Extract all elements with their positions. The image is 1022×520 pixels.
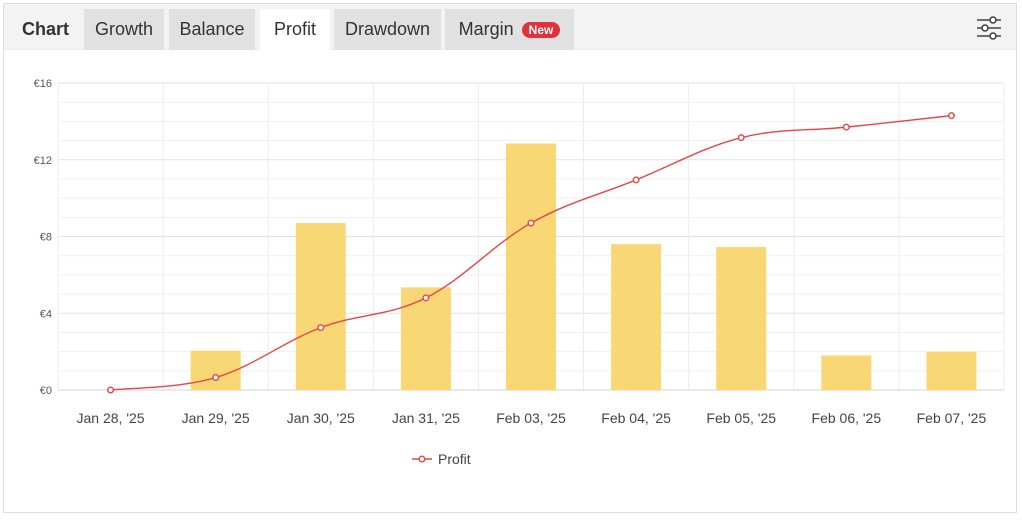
profit-point: [842, 123, 850, 131]
profit-bar: [926, 351, 977, 390]
x-tick-label: Feb 06, '25: [812, 410, 882, 426]
tab-growth-label: Growth: [94, 19, 154, 39]
legend-point-swatch: [418, 455, 426, 463]
profit-point: [422, 294, 430, 302]
profit-bar: [190, 350, 241, 390]
profit-bar: [716, 247, 767, 390]
y-tick-label: €4: [40, 308, 52, 320]
x-tick-label: Feb 07, '25: [917, 410, 987, 426]
tab-profit[interactable]: Profit: [260, 9, 330, 50]
x-tick-label: Jan 30, '25: [287, 410, 355, 426]
tab-growth[interactable]: Growth: [84, 9, 164, 50]
profit-point: [632, 176, 640, 184]
tab-drawdown-label: Drawdown: [344, 19, 431, 39]
tab-drawdown[interactable]: Drawdown: [334, 9, 441, 50]
x-tick-label: Feb 05, '25: [706, 410, 776, 426]
profit-point: [317, 324, 325, 332]
profit-bar: [295, 223, 346, 390]
chart-brand-label: Chart: [22, 19, 70, 39]
y-tick-label: €8: [40, 232, 52, 244]
new-badge: New: [521, 21, 561, 38]
profit-bar: [821, 355, 872, 390]
tab-margin[interactable]: Margin New: [445, 9, 574, 50]
profit-point: [737, 134, 745, 142]
profit-bar: [400, 287, 451, 390]
x-tick-label: Jan 28, '25: [77, 410, 145, 426]
x-tick-label: Jan 31, '25: [392, 410, 460, 426]
tab-bar: Chart Growth Balance Profit Drawdown Mar…: [4, 4, 1016, 50]
y-tick-label: €0: [40, 385, 52, 397]
profit-point: [212, 374, 220, 382]
tab-balance-label: Balance: [179, 19, 245, 39]
tab-balance[interactable]: Balance: [169, 9, 255, 50]
tab-profit-label: Profit: [273, 19, 316, 39]
profit-point: [947, 112, 955, 120]
profit-bar: [506, 143, 556, 390]
profit-bar: [611, 244, 662, 390]
legend-label: Profit: [438, 451, 471, 467]
x-tick-label: Jan 29, '25: [182, 410, 250, 426]
profit-point: [527, 219, 535, 227]
x-tick-label: Feb 04, '25: [601, 410, 671, 426]
sliders-icon[interactable]: [974, 15, 1004, 41]
y-tick-label: €12: [34, 155, 52, 167]
tab-margin-label: Margin: [458, 19, 514, 39]
profit-point: [107, 386, 115, 394]
y-tick-label: €16: [34, 78, 52, 90]
chart-panel: Chart Growth Balance Profit Drawdown Mar…: [3, 3, 1017, 513]
x-tick-label: Feb 03, '25: [496, 410, 566, 426]
